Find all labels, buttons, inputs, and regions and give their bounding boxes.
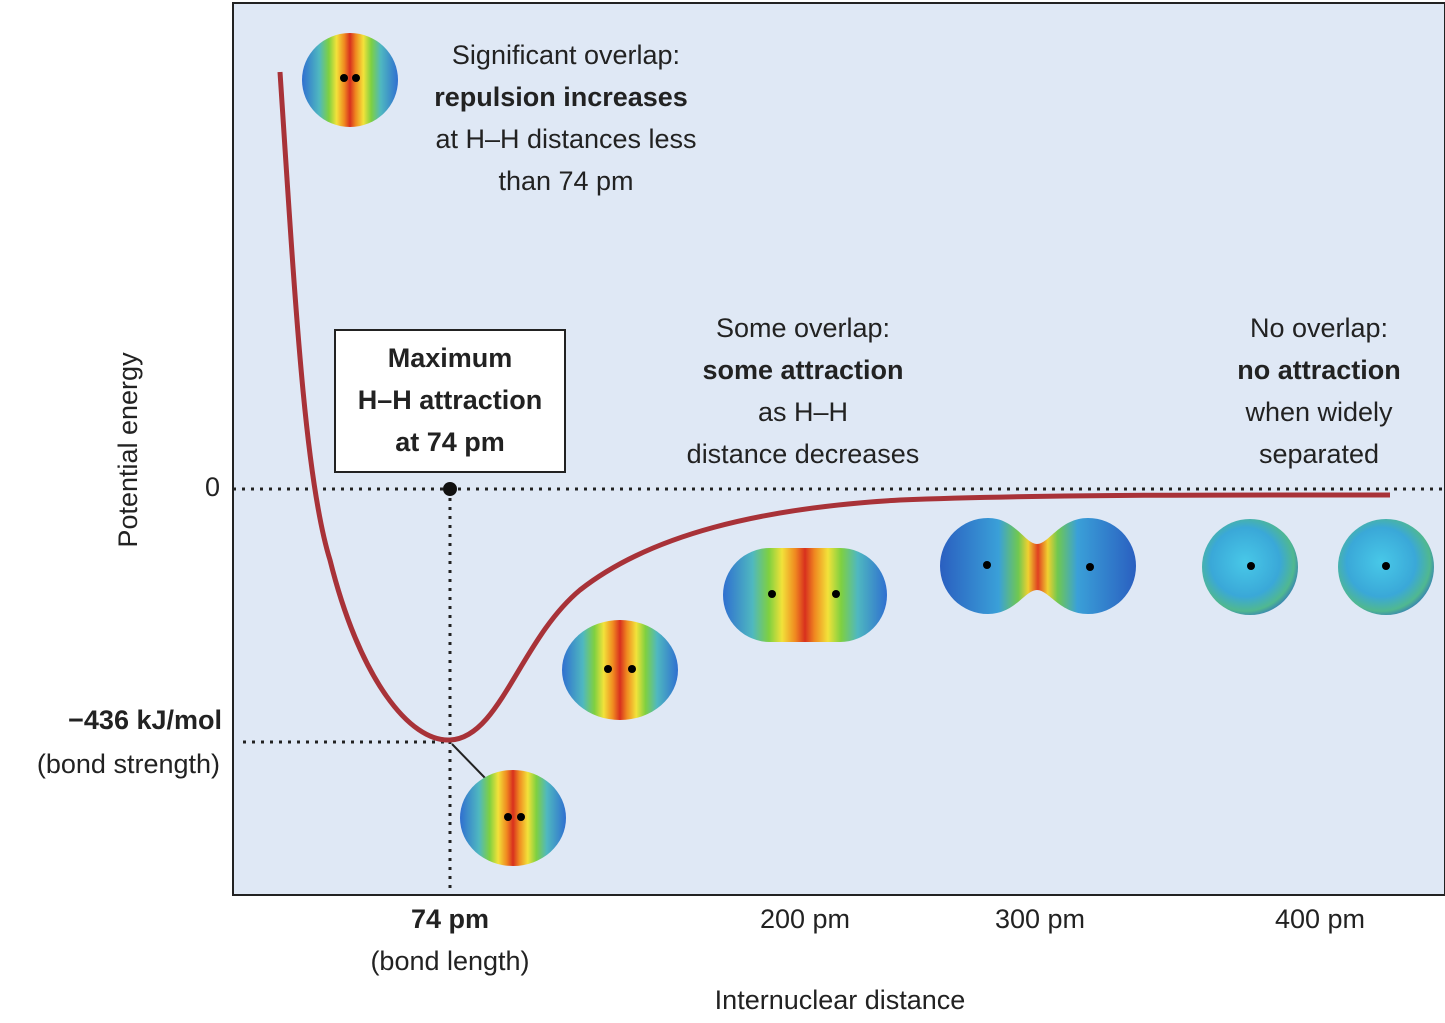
x-tick-label: 300 pm: [995, 904, 1085, 934]
y-tick-label: −436 kJ/mol: [68, 705, 222, 735]
y-tick-note: (bond strength): [37, 749, 220, 779]
box-line: H–H attraction: [358, 385, 543, 415]
page: {"y_axis":{"label":"Potential energy","z…: [0, 0, 1445, 1018]
x-tick-label: 400 pm: [1275, 904, 1365, 934]
x-axis-label: Internuclear distance: [715, 985, 966, 1015]
y-axis-label: Potential energy: [113, 352, 143, 548]
annotation-detail: at H–H distances less: [435, 124, 696, 154]
molecule: [460, 770, 566, 866]
x-tick-label: 200 pm: [760, 904, 850, 934]
x-tick-label: 74 pm: [411, 904, 489, 934]
annotation-intro: Some overlap:: [716, 313, 890, 343]
annotation-emphasis: no attraction: [1237, 355, 1401, 385]
molecule: [723, 548, 887, 642]
annotation-emphasis: some attraction: [702, 355, 903, 385]
annotation-detail: separated: [1259, 439, 1379, 469]
annotation-detail: than 74 pm: [498, 166, 633, 196]
molecule: [562, 620, 678, 720]
annotation-detail: as H–H: [758, 397, 848, 427]
box-line: Maximum: [388, 343, 513, 373]
molecule: [302, 33, 398, 127]
x-tick-note: (bond length): [370, 946, 529, 976]
annotation-intro: Significant overlap:: [452, 40, 680, 70]
annotation-emphasis: repulsion increases: [434, 82, 688, 112]
y-tick-label: 0: [205, 472, 220, 502]
diagram: Maximum H–H attraction at 74 pm Signific…: [0, 0, 1445, 1018]
annotation-detail: when widely: [1244, 397, 1393, 427]
annotation-intro: No overlap:: [1250, 313, 1388, 343]
point: [443, 482, 457, 496]
box-line: at 74 pm: [395, 427, 505, 457]
annotation-detail: distance decreases: [687, 439, 920, 469]
